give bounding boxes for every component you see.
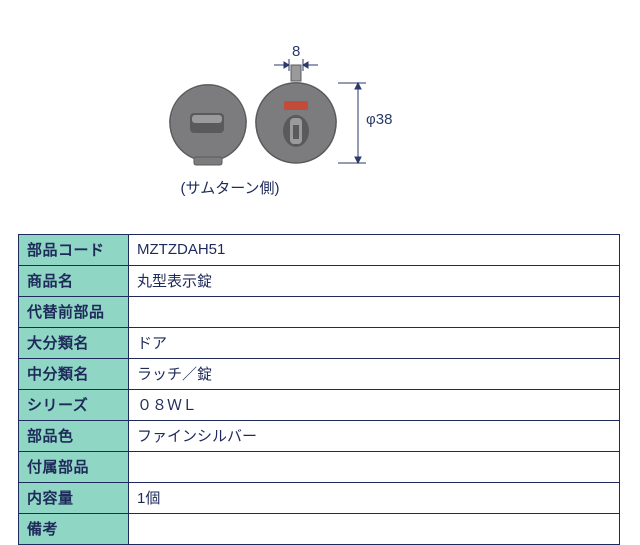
row-label: 代替前部品 (19, 297, 129, 328)
diagram-caption: (サムターン側) (164, 177, 296, 198)
row-label: シリーズ (19, 390, 129, 421)
dimension-diameter-label: φ38 (366, 111, 392, 128)
row-value: ドア (129, 328, 620, 359)
spec-table-container: 部品コード MZTZDAH51 商品名 丸型表示錠 代替前部品 大分類名 ドア … (18, 234, 620, 545)
row-value: ファインシルバー (129, 421, 620, 452)
page-root: 8 φ38 (サムターン側) 部品コード MZTZDAH51 商品名 丸型表示錠… (0, 0, 640, 540)
row-value (129, 297, 620, 328)
table-row: 大分類名 ドア (19, 328, 620, 359)
row-value (129, 452, 620, 483)
product-diagram: 8 φ38 (サムターン側) (150, 45, 450, 225)
row-label: 中分類名 (19, 359, 129, 390)
table-row: 内容量 1個 (19, 483, 620, 514)
row-label: 商品名 (19, 266, 129, 297)
table-row: 部品色 ファインシルバー (19, 421, 620, 452)
row-label: 大分類名 (19, 328, 129, 359)
row-label: 内容量 (19, 483, 129, 514)
row-value: 丸型表示錠 (129, 266, 620, 297)
row-value: ラッチ／錠 (129, 359, 620, 390)
table-row: 部品コード MZTZDAH51 (19, 235, 620, 266)
row-value: ０８ＷＬ (129, 390, 620, 421)
table-row: シリーズ ０８ＷＬ (19, 390, 620, 421)
spec-table: 部品コード MZTZDAH51 商品名 丸型表示錠 代替前部品 大分類名 ドア … (18, 234, 620, 545)
row-label: 部品色 (19, 421, 129, 452)
table-row: 付属部品 (19, 452, 620, 483)
lock-illustration (150, 45, 450, 225)
row-value: 1個 (129, 483, 620, 514)
table-row: 商品名 丸型表示錠 (19, 266, 620, 297)
row-label: 部品コード (19, 235, 129, 266)
table-row: 中分類名 ラッチ／錠 (19, 359, 620, 390)
spec-table-body: 部品コード MZTZDAH51 商品名 丸型表示錠 代替前部品 大分類名 ドア … (19, 235, 620, 545)
row-label: 付属部品 (19, 452, 129, 483)
table-row: 代替前部品 (19, 297, 620, 328)
row-value: MZTZDAH51 (129, 235, 620, 266)
dimension-top-label: 8 (292, 43, 300, 60)
